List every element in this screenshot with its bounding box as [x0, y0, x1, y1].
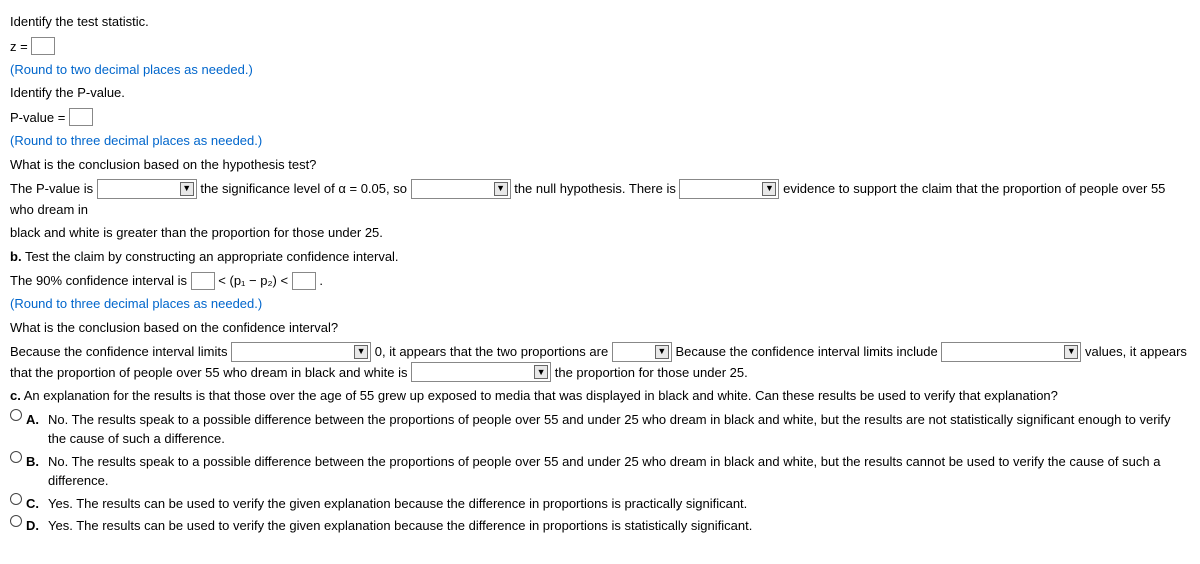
part-c-text: An explanation for the results is that t… [24, 388, 1058, 403]
radio-option-c[interactable] [10, 493, 22, 505]
dropdown-ci-limits[interactable]: ▼ [231, 342, 371, 362]
ci-lower-input[interactable] [191, 272, 215, 290]
question-pvalue: Identify the P-value. [10, 83, 1190, 103]
dropdown-two-prop[interactable]: ▼ [612, 342, 672, 362]
z-label: z = [10, 38, 28, 53]
hint-three-decimal-2: (Round to three decimal places as needed… [10, 294, 1190, 314]
ci-sent-2: 0, it appears that the two proportions a… [375, 344, 608, 359]
part-c-label: c. [10, 388, 21, 403]
question-ci-conclusion: What is the conclusion based on the conf… [10, 318, 1190, 338]
option-d-text: Yes. The results can be used to verify t… [48, 516, 1190, 536]
part-b-label: b. [10, 249, 22, 264]
part-b-text: Test the claim by constructing an approp… [25, 249, 399, 264]
ci-text-1: The 90% confidence interval is [10, 273, 187, 288]
question-hyp-conclusion: What is the conclusion based on the hypo… [10, 155, 1190, 175]
dropdown-ci-include[interactable]: ▼ [941, 342, 1081, 362]
option-a-letter: A. [26, 410, 48, 430]
radio-option-d[interactable] [10, 515, 22, 527]
chevron-down-icon: ▼ [1064, 345, 1078, 359]
hint-two-decimal: (Round to two decimal places as needed.) [10, 60, 1190, 80]
hint-three-decimal-1: (Round to three decimal places as needed… [10, 131, 1190, 151]
text-hyp-3: the null hypothesis. There is [514, 181, 676, 196]
hyp-conclusion-sentence: The P-value is ▼ the significance level … [10, 180, 1165, 216]
chevron-down-icon: ▼ [354, 345, 368, 359]
ci-mid-text: < (p₁ − p₂) < [218, 273, 288, 288]
dropdown-evidence[interactable]: ▼ [679, 179, 779, 199]
ci-end-text: . [319, 273, 323, 288]
chevron-down-icon: ▼ [655, 345, 669, 359]
ci-sent-6: the proportion for those under 25. [555, 365, 748, 380]
chevron-down-icon: ▼ [180, 182, 194, 196]
radio-option-a[interactable] [10, 409, 22, 421]
pvalue-input[interactable] [69, 108, 93, 126]
question-test-statistic: Identify the test statistic. [10, 12, 1190, 32]
text-hyp-1: The P-value is [10, 181, 93, 196]
ci-sent-3: Because the confidence interval limits i… [675, 344, 937, 359]
dropdown-reject[interactable]: ▼ [411, 179, 511, 199]
pvalue-label: P-value = [10, 110, 65, 125]
chevron-down-icon: ▼ [762, 182, 776, 196]
chevron-down-icon: ▼ [494, 182, 508, 196]
option-b-letter: B. [26, 452, 48, 472]
option-a-text: No. The results speak to a possible diff… [48, 410, 1190, 449]
option-b-text: No. The results speak to a possible diff… [48, 452, 1190, 491]
option-d-letter: D. [26, 516, 48, 536]
ci-sent-5: proportion of people over 55 who dream i… [57, 365, 408, 380]
ci-upper-input[interactable] [292, 272, 316, 290]
option-c-text: Yes. The results can be used to verify t… [48, 494, 1190, 514]
ci-sent-1: Because the confidence interval limits [10, 344, 228, 359]
z-input[interactable] [31, 37, 55, 55]
chevron-down-icon: ▼ [534, 365, 548, 379]
text-hyp-5: black and white is greater than the prop… [10, 223, 1190, 243]
option-c-letter: C. [26, 494, 48, 514]
dropdown-pvalue-compare[interactable]: ▼ [97, 179, 197, 199]
dropdown-ci-relation[interactable]: ▼ [411, 362, 551, 382]
text-hyp-2: the significance level of α = 0.05, so [200, 181, 407, 196]
radio-option-b[interactable] [10, 451, 22, 463]
